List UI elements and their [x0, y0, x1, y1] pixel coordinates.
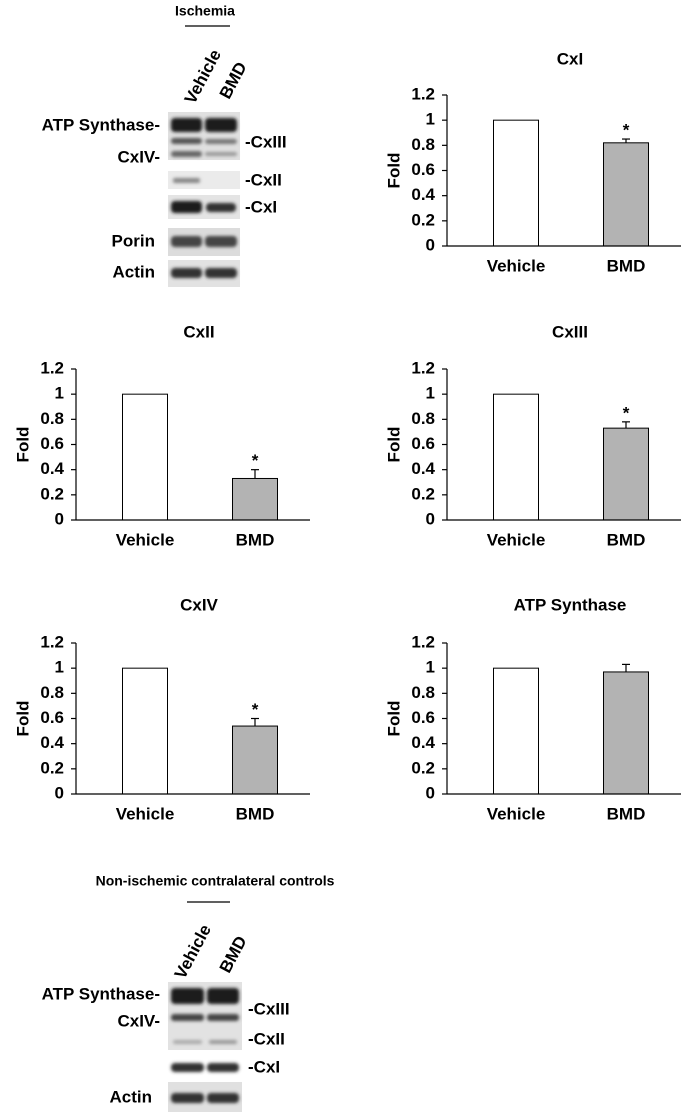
bar	[603, 427, 649, 521]
y-tick-label: 0.6	[40, 434, 64, 453]
chart-title: CxI	[557, 49, 583, 68]
bar-chart: CxIV Fold 0 0.2 0.4 0.6 0.8 1 1.2 Vehicle BMD *	[13, 595, 310, 823]
blot-image	[168, 112, 240, 287]
chart-title: CxIII	[552, 322, 588, 341]
y-axis-label: Fold	[13, 427, 32, 463]
lane-label: BMD	[216, 933, 251, 976]
chart-title: ATP Synthase	[514, 595, 627, 614]
blot-image	[168, 982, 242, 1112]
y-tick-label: 0.6	[411, 708, 435, 727]
band-label: ATP Synthase-	[42, 115, 160, 134]
bar	[232, 477, 278, 521]
bar-chart: ATP Synthase Fold 0 0.2 0.4 0.6 0.8 1 1.2 Vehicle…	[384, 595, 681, 823]
y-tick-label: 1.2	[40, 632, 64, 651]
bar	[493, 119, 539, 247]
bar	[232, 725, 278, 795]
y-tick-label: 1	[426, 384, 435, 403]
band-label: Porin	[112, 231, 155, 250]
y-tick-label: 0.8	[40, 683, 64, 702]
blot-ischemia: Ischemia Vehicle BMD ATP Synthase- CxIV-…	[42, 3, 287, 287]
y-tick-label: 0	[426, 509, 435, 528]
significance-mark: *	[252, 700, 259, 719]
y-tick-label: 0.4	[411, 733, 435, 752]
band-label: -CxI	[248, 1057, 280, 1076]
y-tick-label: 0.6	[40, 708, 64, 727]
blot-title: Ischemia	[175, 3, 235, 19]
x-tick-label: BMD	[236, 804, 275, 823]
y-tick-label: 0.2	[40, 758, 64, 777]
blot-title: Non-ischemic contralateral controls	[96, 873, 335, 889]
x-tick-label: BMD	[236, 530, 275, 549]
chart-title: CxIV	[180, 595, 218, 614]
chart-title: CxII	[183, 322, 214, 341]
y-tick-label: 0.8	[411, 683, 435, 702]
lane-label: Vehicle	[181, 46, 225, 107]
x-tick-label: BMD	[607, 256, 646, 275]
y-tick-label: 1	[426, 110, 435, 129]
y-axis-label: Fold	[384, 701, 403, 737]
bar	[122, 667, 168, 795]
y-tick-label: 0.8	[40, 409, 64, 428]
band-label: -CxII	[248, 1029, 285, 1048]
y-axis-label: Fold	[384, 427, 403, 463]
bar	[603, 671, 649, 795]
significance-mark: *	[623, 121, 630, 140]
y-tick-label: 1	[55, 658, 64, 677]
y-tick-label: 1.2	[411, 632, 435, 651]
y-tick-label: 0.4	[40, 459, 64, 478]
y-axis-label: Fold	[13, 701, 32, 737]
x-tick-label: BMD	[607, 804, 646, 823]
y-tick-label: 0	[426, 783, 435, 802]
y-tick-label: 0.2	[411, 484, 435, 503]
y-tick-label: 0.2	[40, 484, 64, 503]
band-label: -CxI	[245, 197, 277, 216]
y-tick-label: 0.8	[411, 135, 435, 154]
y-tick-label: 0	[55, 783, 64, 802]
y-tick-label: 0	[426, 235, 435, 254]
y-tick-label: 0.8	[411, 409, 435, 428]
significance-mark: *	[623, 403, 630, 422]
bar-chart: CxI Fold 0 0.2 0.4 0.6 0.8 1 1.2 Vehicle BMD *	[384, 49, 681, 275]
bar	[493, 393, 539, 521]
band-label: Actin	[110, 1087, 153, 1106]
y-axis-label: Fold	[384, 153, 403, 189]
x-tick-label: Vehicle	[487, 530, 546, 549]
blot-control: Non-ischemic contralateral controls Vehi…	[42, 873, 335, 1112]
lane-label: Vehicle	[171, 921, 215, 982]
band-label: CxIV-	[117, 1011, 160, 1030]
y-tick-label: 1.2	[411, 84, 435, 103]
y-tick-label: 0.2	[411, 210, 435, 229]
bar	[493, 667, 539, 795]
x-tick-label: Vehicle	[116, 804, 175, 823]
y-tick-label: 1	[426, 658, 435, 677]
lane-label: BMD	[216, 59, 251, 102]
bar-chart: CxIII Fold 0 0.2 0.4 0.6 0.8 1 1.2 Vehicle BMD *	[384, 322, 681, 549]
bar	[122, 393, 168, 521]
x-tick-label: Vehicle	[487, 256, 546, 275]
y-tick-label: 0.4	[411, 459, 435, 478]
y-tick-label: 0.2	[411, 758, 435, 777]
band-label: -CxII	[245, 170, 282, 189]
y-tick-label: 0.4	[411, 185, 435, 204]
y-tick-label: 1	[55, 384, 64, 403]
bar-chart: CxII Fold 0 0.2 0.4 0.6 0.8 1 1.2 Vehicle BMD *	[13, 322, 310, 549]
x-tick-label: BMD	[607, 530, 646, 549]
significance-mark: *	[252, 451, 259, 470]
y-tick-label: 0.6	[411, 434, 435, 453]
y-tick-label: 0	[55, 509, 64, 528]
band-label: -CxIII	[248, 999, 290, 1018]
band-label: Actin	[113, 262, 156, 281]
band-label: -CxIII	[245, 132, 287, 151]
band-label: ATP Synthase-	[42, 984, 160, 1003]
x-tick-label: Vehicle	[487, 804, 546, 823]
bar	[603, 142, 649, 247]
y-tick-label: 0.4	[40, 733, 64, 752]
x-tick-label: Vehicle	[116, 530, 175, 549]
y-tick-label: 1.2	[411, 358, 435, 377]
y-tick-label: 1.2	[40, 358, 64, 377]
band-label: CxIV-	[117, 147, 160, 166]
y-tick-label: 0.6	[411, 160, 435, 179]
